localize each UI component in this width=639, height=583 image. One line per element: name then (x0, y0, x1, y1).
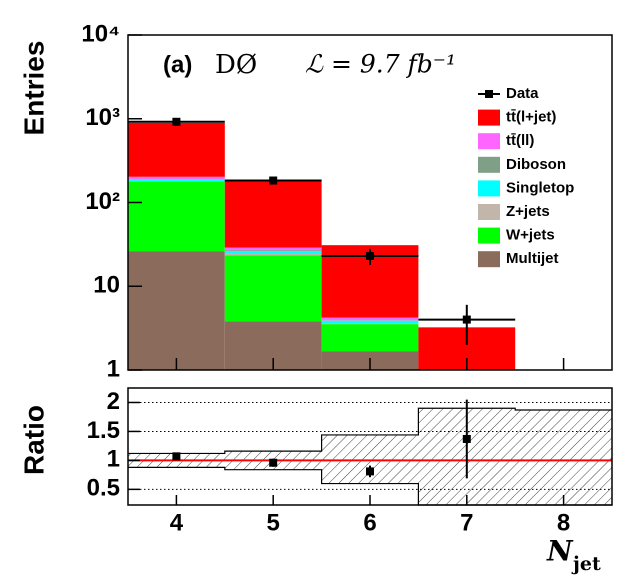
y-tick-label: 1 (107, 355, 120, 382)
x-axis-label: N (546, 535, 574, 568)
bar-segment (321, 320, 419, 324)
ratio-point (462, 434, 471, 443)
uncertainty-band (515, 410, 612, 505)
panel-label: (a) (163, 51, 192, 78)
legend-label: Z+jets (506, 203, 550, 220)
bar-segment (224, 180, 322, 248)
experiment: DØ (215, 50, 257, 80)
x-tick-label: 8 (557, 509, 570, 536)
legend-label: Multijet (506, 250, 559, 267)
legend-label: Data (506, 85, 539, 102)
y-tick-label: 1 (107, 446, 120, 473)
x-tick-label: 5 (267, 509, 280, 536)
legend-swatch (478, 204, 500, 220)
band-outline (128, 407, 612, 455)
legend-swatch (478, 180, 500, 197)
bar-segment (128, 179, 225, 181)
y-tick-label: 0.5 (87, 475, 120, 502)
bar-segment (224, 247, 322, 251)
legend-label: tt̄(l+jet) (506, 108, 556, 125)
luminosity: ℒ = 9.7 fb⁻¹ (305, 50, 456, 79)
bar-segment (224, 250, 322, 252)
bar-segment (321, 324, 419, 352)
y-tick-label: 1.5 (87, 417, 120, 444)
x-tick-label: 4 (170, 509, 184, 536)
legend-label: Diboson (506, 156, 566, 173)
legend-label: tt̄(ll) (506, 132, 534, 149)
ratio-axis-label: Ratio (18, 405, 49, 475)
x-tick-label: 7 (460, 509, 473, 536)
legend-swatch (478, 109, 500, 126)
y-tick-label: 10³ (85, 104, 120, 131)
y-tick-label: 10 (93, 272, 120, 299)
legend-data-marker (485, 90, 493, 98)
data-point (366, 251, 374, 260)
y-tick-label: 10² (85, 188, 120, 215)
x-tick-label: 6 (363, 509, 376, 536)
legend-swatch (478, 133, 500, 150)
bar-segment (224, 253, 322, 256)
bar-segment (224, 251, 322, 254)
ratio-point (172, 452, 181, 461)
bar-segment (224, 255, 322, 322)
legend-swatch (478, 251, 500, 268)
data-point (462, 315, 471, 324)
bar-segment (128, 181, 225, 252)
x-axis-label-sub: jet (571, 553, 601, 575)
legend-swatch (478, 156, 500, 173)
data-point (172, 117, 181, 126)
bar-segment (321, 317, 419, 321)
bar-segment (128, 176, 225, 179)
legend-label: Singletop (506, 179, 574, 196)
bar-segment (128, 251, 225, 370)
bar-segment (128, 180, 225, 182)
y-axis-label: Entries (18, 41, 49, 136)
data-point (269, 176, 278, 185)
ratio-point (366, 467, 374, 476)
bar-segment (321, 323, 419, 325)
y-tick-label: 10⁴ (81, 20, 120, 47)
legend-label: W+jets (506, 227, 555, 244)
y-tick-label: 2 (107, 388, 120, 415)
bar-segment (128, 122, 225, 177)
ratio-point (269, 458, 278, 467)
legend-swatch (478, 227, 500, 244)
